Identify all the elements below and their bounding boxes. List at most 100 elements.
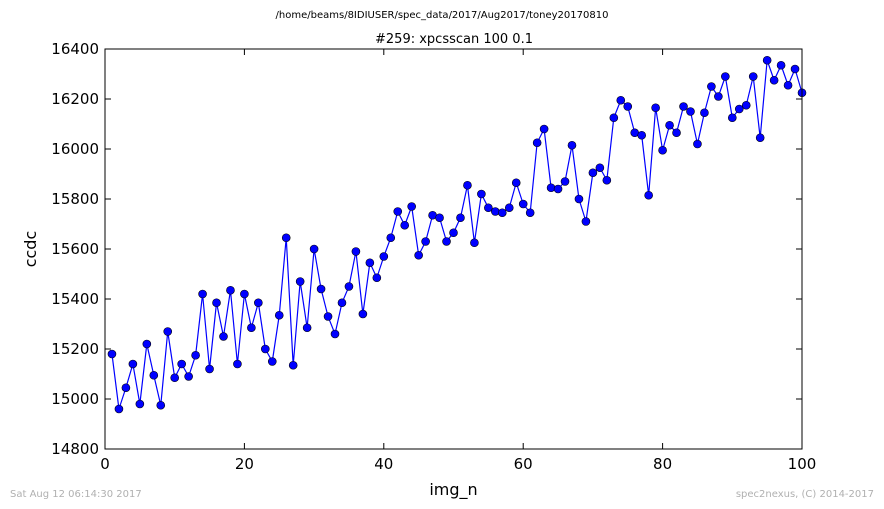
- data-point: [330, 329, 340, 339]
- data-point: [714, 92, 723, 101]
- data-point: [525, 208, 535, 218]
- data-point: [337, 298, 347, 308]
- data-point: [198, 289, 207, 299]
- data-point: [658, 145, 667, 155]
- y-axis-label: ccdc: [21, 231, 40, 268]
- data-point: [351, 247, 361, 256]
- data-point: [532, 138, 542, 148]
- data-point: [574, 194, 584, 204]
- data-point: [727, 113, 737, 123]
- axis-ticks: 0 20 40 60 80 100 14800 15000 15200 15400 15600 158…: [51, 40, 816, 473]
- data-point: [693, 139, 702, 149]
- data-point: [240, 289, 249, 299]
- chart-title: #259: xpcsscan 100 0.1: [375, 32, 533, 47]
- data-point: [163, 327, 173, 336]
- y-tick-label: 16000: [51, 140, 99, 158]
- data-point: [379, 252, 389, 261]
- data-point: [734, 104, 744, 114]
- y-tick-label: 15400: [51, 290, 99, 308]
- data-point: [651, 103, 660, 113]
- x-tick-label: 20: [235, 455, 254, 473]
- data-point: [254, 298, 263, 308]
- data-point: [609, 113, 619, 123]
- data-point: [267, 357, 277, 366]
- data-point: [686, 107, 695, 116]
- data-point: [205, 364, 214, 374]
- data-point: [497, 208, 507, 218]
- data-point: [776, 60, 786, 70]
- data-point: [358, 309, 368, 319]
- data-point: [156, 400, 166, 410]
- data-point: [762, 55, 772, 65]
- data-point: [623, 102, 633, 111]
- data-point: [421, 237, 430, 246]
- data-point: [288, 360, 298, 370]
- footer-credit: spec2nexus, (C) 2014-2017: [735, 489, 874, 500]
- data-point: [295, 277, 305, 286]
- data-point: [741, 100, 751, 110]
- data-point: [135, 399, 145, 409]
- data-point: [477, 189, 486, 199]
- data-point: [769, 75, 779, 85]
- data-point: [449, 228, 458, 238]
- data-point: [616, 95, 626, 105]
- data-point: [504, 203, 514, 213]
- data-point: [400, 220, 410, 230]
- data-point: [121, 383, 131, 393]
- data-point: [748, 72, 758, 81]
- data-point: [212, 298, 221, 308]
- y-tick-label: 16200: [51, 90, 99, 108]
- plot-frame: [104, 48, 803, 450]
- y-tick-label: 15000: [51, 390, 99, 408]
- data-point: [302, 323, 312, 333]
- data-point: [114, 404, 124, 414]
- data-point: [281, 233, 291, 243]
- data-point: [491, 207, 500, 216]
- x-tick-label: 0: [100, 455, 110, 473]
- data-point: [755, 133, 765, 143]
- data-point: [184, 372, 193, 381]
- data-point: [700, 108, 709, 118]
- x-tick-label: 40: [374, 455, 393, 473]
- data-point: [518, 199, 528, 209]
- plot-area: [107, 55, 807, 414]
- data-point: [128, 359, 138, 369]
- data-point: [261, 344, 270, 354]
- data-point: [721, 72, 730, 81]
- data-point: [414, 250, 423, 260]
- data-point: [386, 233, 396, 243]
- data-point: [790, 64, 800, 74]
- x-tick-label: 100: [788, 455, 817, 473]
- data-point: [191, 350, 200, 360]
- data-point: [233, 359, 242, 369]
- footer-timestamp: Sat Aug 12 06:14:30 2017: [10, 489, 142, 500]
- y-tick-label: 15800: [51, 190, 99, 208]
- data-point: [365, 258, 375, 268]
- x-tick-label: 80: [653, 455, 672, 473]
- data-point: [553, 184, 563, 194]
- data-point: [602, 175, 612, 185]
- data-point: [560, 177, 570, 186]
- data-point: [442, 237, 451, 246]
- data-point: [595, 163, 605, 173]
- data-point: [435, 213, 444, 223]
- data-point: [309, 244, 319, 254]
- data-point: [456, 213, 465, 223]
- data-point: [463, 180, 472, 190]
- data-point: [637, 130, 646, 140]
- data-point: [274, 310, 284, 320]
- data-point: [546, 183, 556, 193]
- data-point: [407, 202, 416, 211]
- y-tick-label: 15200: [51, 340, 99, 358]
- data-point: [672, 128, 681, 138]
- data-point: [323, 312, 333, 321]
- x-tick-label: 60: [514, 455, 533, 473]
- data-point: [107, 349, 117, 359]
- data-point: [219, 332, 228, 341]
- data-point: [567, 140, 577, 150]
- data-point: [170, 373, 179, 383]
- data-point: [581, 217, 591, 226]
- data-point: [393, 207, 403, 216]
- data-point: [470, 238, 479, 248]
